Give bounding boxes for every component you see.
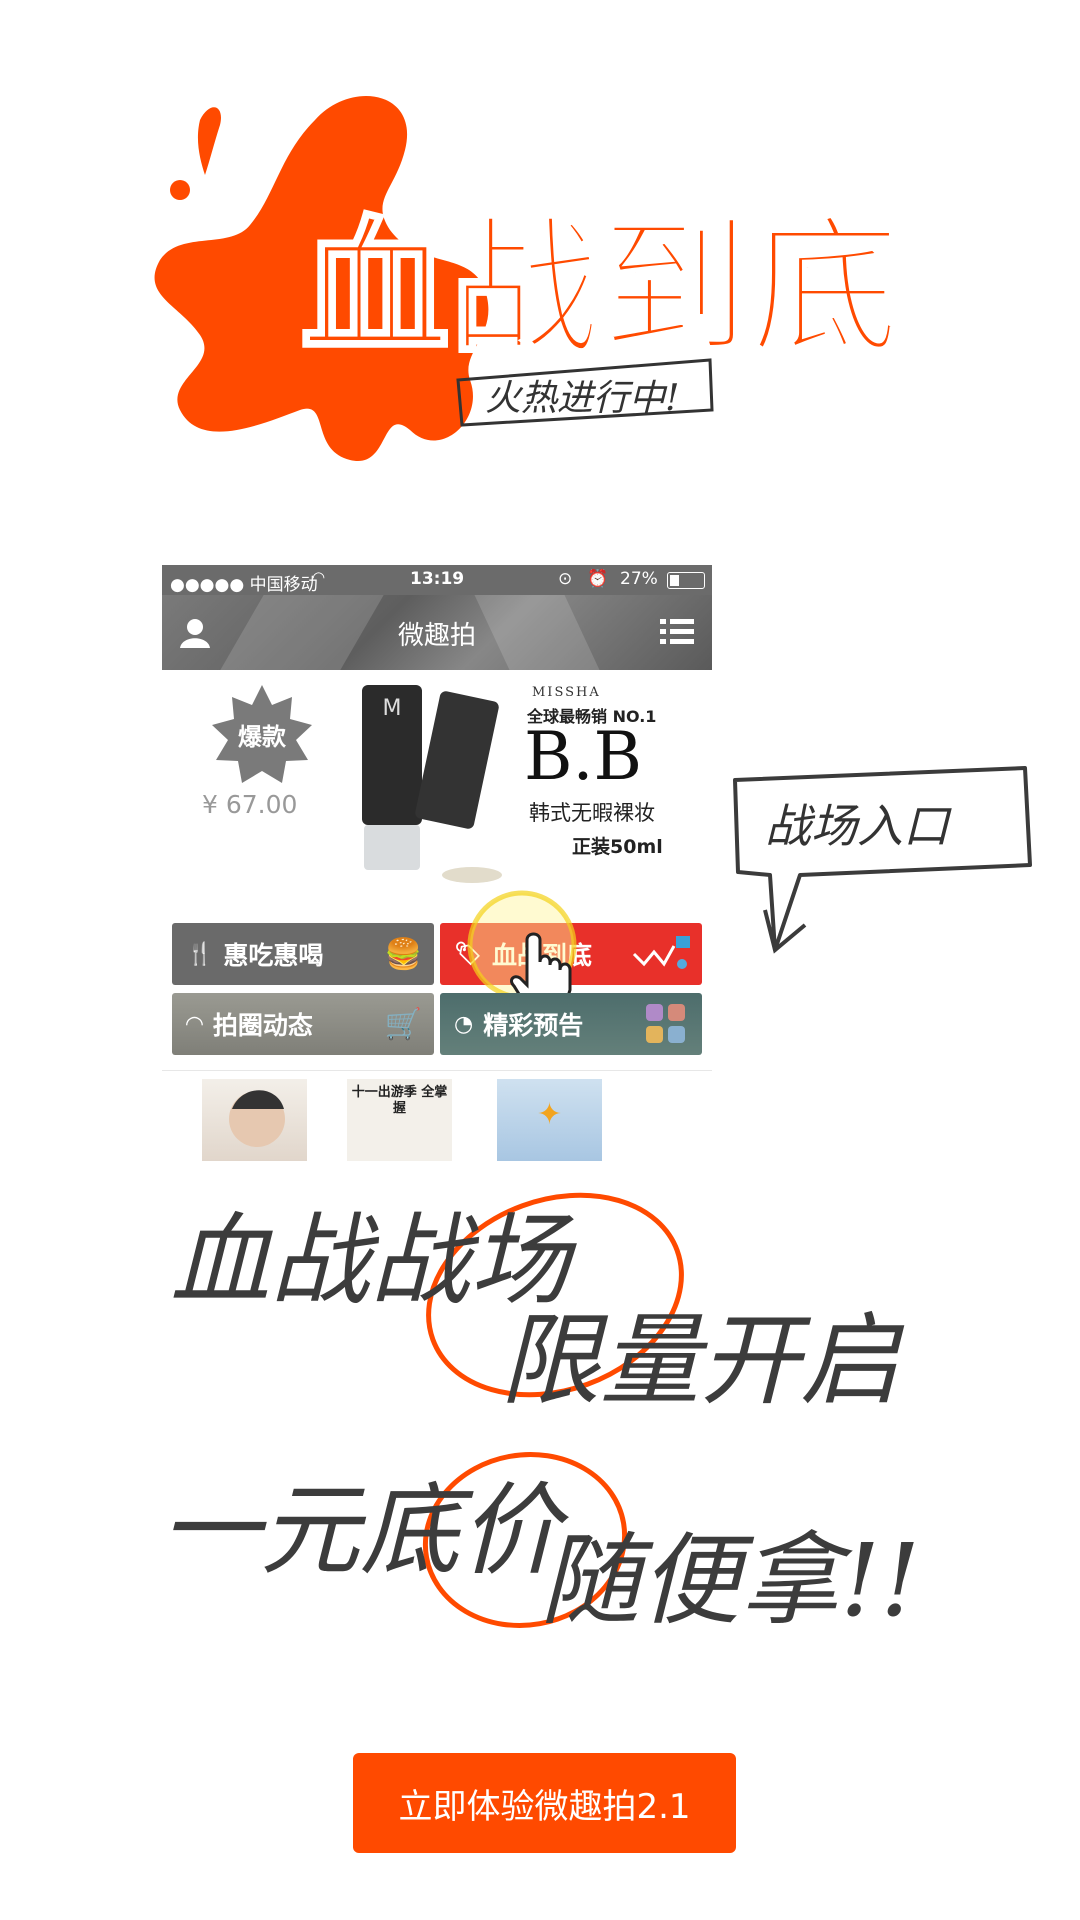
app-header: 微趣拍 xyxy=(162,595,712,670)
tile-label: 精彩预告 xyxy=(483,1011,584,1040)
slogan-line-2: 限量开启 xyxy=(500,1302,905,1419)
banner-tagline: 全球最畅销 NO.1 xyxy=(527,707,657,726)
tile-label: 惠吃惠喝 xyxy=(223,941,324,970)
product-price: ¥ 67.00 xyxy=(202,790,298,819)
product-size: 正装50ml xyxy=(572,836,663,858)
paint-splash-icon xyxy=(154,96,489,462)
tile-label: 拍圈动态 xyxy=(212,1011,313,1040)
tile-preview[interactable]: ◔ 精彩预告 xyxy=(440,993,702,1055)
battery-percent: 27% xyxy=(620,569,658,589)
product-banner[interactable]: 爆款 ¥ 67.00 M MISSHA 全球最畅销 NO.1 B.B 韩式无暇裸… xyxy=(162,670,712,885)
shopping-cart-icon: 🛒 xyxy=(384,1006,422,1042)
profile-icon[interactable] xyxy=(178,617,212,649)
phone-screenshot: ●●●●● 中国移动 ◠ 13:19 ⊙ ⏰ 27% 微趣拍 爆款 ¥ 67.0… xyxy=(162,565,712,1165)
hero-title-graphic: 血战到底 火热进行中! xyxy=(140,80,960,550)
slogan-line-3: 一元底价 xyxy=(160,1472,569,1589)
burger-icon: 🍔 xyxy=(384,936,422,972)
product-name: B.B xyxy=(524,718,642,795)
hero-title: 血战到底 xyxy=(300,202,900,376)
callout-text: 战场入口 xyxy=(765,799,952,853)
product-desc: 韩式无暇裸妆 xyxy=(529,801,655,825)
handwritten-slogan: 血战战场 限量开启 一元底价 随便拿!! xyxy=(160,1180,990,1650)
wifi-icon: ◠ xyxy=(186,1011,203,1037)
hot-badge-icon: 爆款 xyxy=(212,685,312,783)
app-title: 微趣拍 xyxy=(397,621,476,651)
try-now-button[interactable]: 立即体验微趣拍2.1 xyxy=(353,1753,736,1853)
clock-icon: ◔ xyxy=(454,1011,474,1037)
slogan-line-4: 随便拿!! xyxy=(540,1522,920,1639)
thumbnail-open[interactable]: ✦ xyxy=(497,1079,602,1161)
promo-thumbnail-strip: 十一出游季 全掌握 ✦ xyxy=(162,1070,712,1165)
entry-callout: 战场入口 xyxy=(720,760,1040,970)
slogan-line-1: 血战战场 xyxy=(170,1202,577,1319)
lock-icon: ⊙ xyxy=(558,569,573,589)
brand-name: MISSHA xyxy=(532,685,601,700)
subtitle-ribbon: 火热进行中! xyxy=(456,358,714,427)
tile-eat-drink[interactable]: 🍴 惠吃惠喝 🍔 xyxy=(172,923,434,985)
thumbnail-open-icon: ✦ xyxy=(536,1097,563,1132)
hero-subtitle: 火热进行中! xyxy=(485,378,679,419)
carrier-label: ●●●●● 中国移动 xyxy=(170,575,318,595)
menu-icon[interactable] xyxy=(660,617,694,647)
wifi-icon: ◠ xyxy=(312,568,326,586)
svg-text:M: M xyxy=(383,696,402,721)
grid-apps-icon xyxy=(646,1004,685,1043)
tile-circle-updates[interactable]: ◠ 拍圈动态 🛒 xyxy=(172,993,434,1055)
clock: 13:19 xyxy=(410,569,465,589)
bb-cream-image: M xyxy=(362,685,502,883)
thumbnail-travel[interactable]: 十一出游季 全掌握 xyxy=(347,1079,452,1161)
hot-badge-label: 爆款 xyxy=(238,723,287,751)
battery-icon xyxy=(667,572,705,589)
fork-knife-icon: 🍴 xyxy=(186,941,214,967)
thumbnail-face[interactable] xyxy=(202,1079,307,1161)
alarm-icon: ⏰ xyxy=(587,569,609,589)
trend-icon xyxy=(632,936,690,969)
status-bar: ●●●●● 中国移动 ◠ 13:19 ⊙ ⏰ 27% xyxy=(162,565,712,595)
